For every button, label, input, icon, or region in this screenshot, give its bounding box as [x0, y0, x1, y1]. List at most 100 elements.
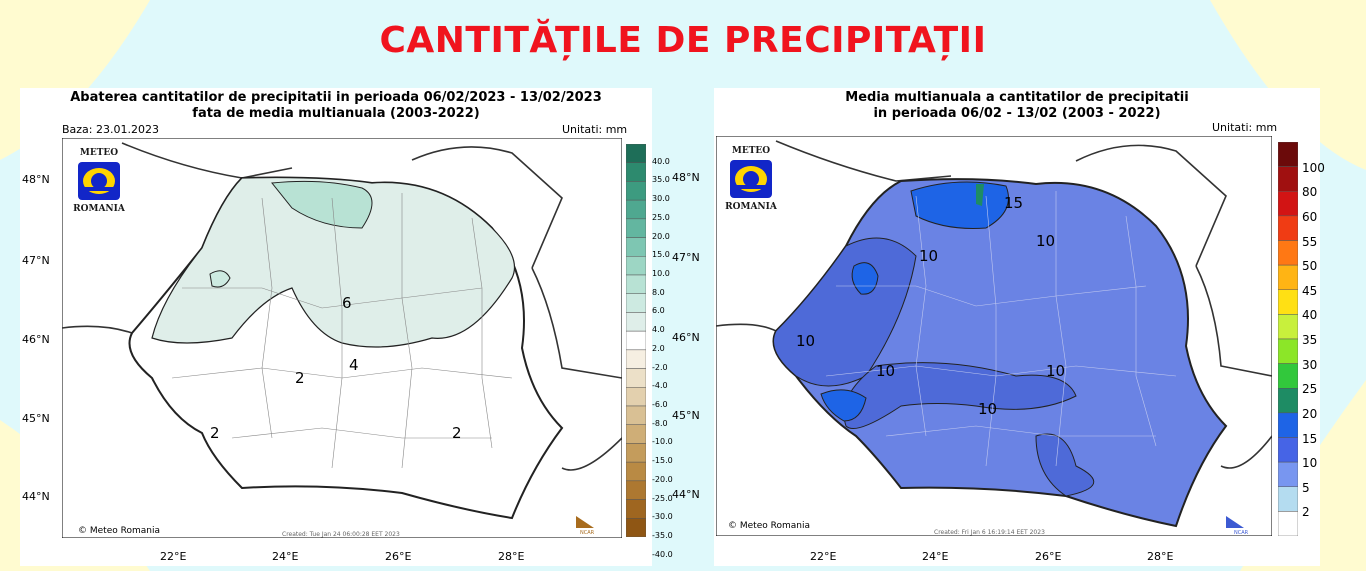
units-label: Unitati: mm: [562, 123, 628, 136]
lon-label: 24°E: [922, 550, 949, 563]
lat-label: 44°N: [672, 488, 700, 501]
colorbar-label: 55: [1302, 234, 1318, 249]
colorbar-swatch: [1278, 437, 1298, 463]
lat-label: 44°N: [22, 490, 50, 503]
colorbar-swatch: [626, 330, 646, 351]
contour-label: 10: [919, 247, 938, 265]
colorbar-swatch: [1278, 486, 1298, 512]
colorbar-swatch: [626, 480, 646, 500]
colorbar-swatch: [626, 461, 646, 482]
colorbar-swatch: [626, 237, 646, 257]
contour-label: 6: [342, 294, 352, 312]
colorbar-swatch: [626, 368, 646, 388]
lat-label: 45°N: [672, 409, 700, 422]
colorbar-label: 45: [1302, 283, 1318, 298]
colorbar-label: 20: [1302, 406, 1318, 421]
base-date: Baza: 23.01.2023: [62, 123, 159, 136]
mean-map-title-line2: in perioada 06/02 - 13/02 (2003 - 2022): [873, 106, 1161, 121]
colorbar-label: 60: [1302, 209, 1318, 224]
lat-label: 46°N: [672, 331, 700, 344]
colorbar-swatch: [1278, 338, 1298, 364]
colorbar-swatch: [626, 199, 646, 220]
lon-label: 28°E: [1147, 550, 1174, 563]
colorbar-swatch: [626, 499, 646, 519]
colorbar-swatch: [626, 443, 646, 463]
colorbar-swatch: [626, 274, 646, 294]
colorbar-label: 2: [1302, 505, 1310, 520]
colorbar-label: 5: [1302, 480, 1310, 495]
contour-label: 4: [349, 356, 359, 374]
lon-label: 26°E: [1035, 550, 1062, 563]
lat-label: 48°N: [672, 171, 700, 184]
colorbar-label: -15.0: [652, 456, 673, 466]
colorbar-label: -2.0: [652, 362, 668, 372]
colorbar-label: 6.0: [652, 306, 665, 316]
colorbar-label: 4.0: [652, 325, 665, 335]
lat-label: 46°N: [22, 333, 50, 346]
colorbar-label: 25: [1302, 382, 1318, 397]
credit: © Meteo Romania: [728, 521, 810, 531]
colorbar-swatch: [626, 144, 646, 163]
colorbar-label: -6.0: [652, 400, 668, 409]
colorbar-swatch: [626, 293, 646, 313]
colorbar-label: 15: [1302, 431, 1318, 446]
meteo-romania-logo: METEO ROMANIA: [725, 146, 777, 212]
colorbar-swatch: [1278, 142, 1298, 167]
colorbar-label: -25.0: [652, 493, 673, 503]
contour-label: 15: [1004, 194, 1023, 212]
colorbar-swatch: [1278, 264, 1298, 290]
colorbar-label: 35: [1302, 333, 1318, 347]
colorbar-swatch: [1278, 215, 1298, 241]
contour-label: 2: [295, 369, 305, 387]
colorbar-label: 25.0: [652, 212, 670, 222]
created-stamp: Created: Tue Jan 24 06:00:28 EET 2023: [282, 531, 400, 538]
colorbar-swatch: [1278, 191, 1298, 217]
units-label: Unitati: mm: [1212, 121, 1278, 134]
colorbar-swatch: [626, 312, 646, 332]
colorbar-label: 8.0: [652, 287, 665, 297]
lon-label: 28°E: [498, 550, 525, 563]
lat-label: 48°N: [22, 173, 50, 186]
contour-label: 10: [978, 400, 997, 418]
lon-label: 24°E: [272, 550, 299, 563]
colorbar-label: 10.0: [652, 269, 670, 278]
colorbar-label: 20.0: [652, 231, 670, 241]
colorbar-label: -20.0: [652, 474, 673, 484]
colorbar-swatch: [626, 218, 646, 238]
anomaly-map-title-line1: Abaterea cantitatilor de precipitatii in…: [70, 90, 602, 105]
colorbar-label: -8.0: [652, 418, 668, 428]
lat-label: 47°N: [22, 254, 50, 267]
ncar-logo-icon: [1226, 516, 1244, 528]
colorbar-swatch: [1278, 289, 1298, 315]
colorbar-swatch: [1278, 412, 1298, 438]
colorbar-label: 2.0: [652, 343, 665, 353]
colorbar-label: 30: [1302, 357, 1318, 372]
created-stamp: Created: Fri Jan 6 16:19:14 EET 2023: [934, 529, 1045, 536]
contour-label: 2: [452, 424, 462, 442]
colorbar-swatch: [626, 518, 646, 537]
credit: © Meteo Romania: [78, 526, 160, 536]
contour-label: 2: [210, 424, 220, 442]
colorbar-label: 80: [1302, 185, 1318, 200]
colorbar-swatch: [1278, 240, 1298, 266]
colorbar-swatch: [626, 349, 646, 369]
ncar-logo-icon: [576, 516, 594, 528]
anomaly-map-panel: Abaterea cantitatilor de precipitatii in…: [20, 88, 673, 566]
colorbar-swatch: [626, 162, 646, 182]
mean-colorbar: [1278, 142, 1298, 536]
colorbar-label: 30.0: [652, 194, 670, 204]
colorbar-label: -30.0: [652, 512, 673, 522]
colorbar-label: -35.0: [652, 531, 673, 540]
mean-map-title-line1: Media multianuala a cantitatilor de prec…: [845, 90, 1189, 105]
colorbar-label: 10: [1302, 456, 1318, 471]
colorbar-swatch: [1278, 314, 1298, 340]
colorbar-swatch: [1278, 363, 1298, 389]
lon-label: 22°E: [810, 550, 837, 563]
colorbar-label: 50: [1302, 259, 1318, 274]
anomaly-colorbar: [626, 144, 646, 537]
colorbar-label: 40.0: [652, 156, 670, 166]
mean-map: 15 10 10 10 10 10 10: [716, 136, 1272, 536]
colorbar-swatch: [1278, 511, 1298, 536]
colorbar-label: 35.0: [652, 175, 670, 185]
colorbar-swatch: [626, 424, 646, 444]
